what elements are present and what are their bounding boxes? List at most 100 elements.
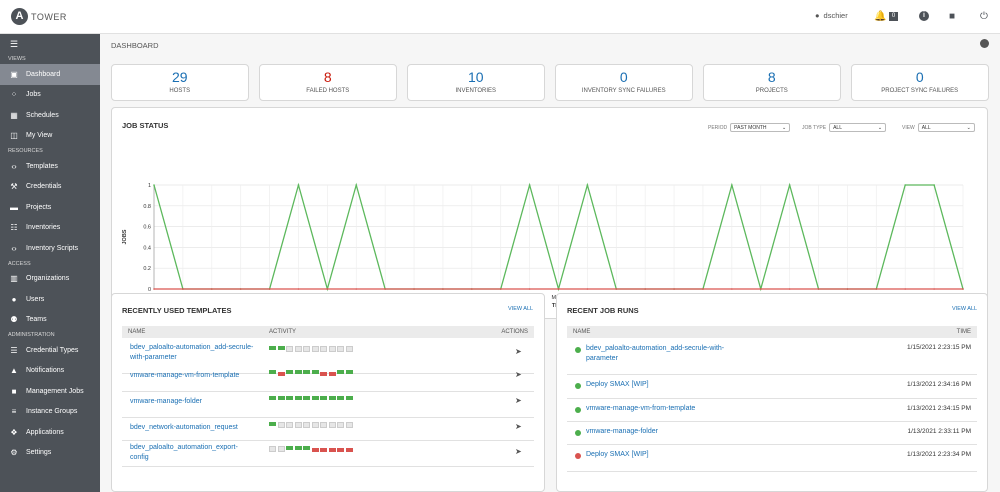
sidebar-item-projects[interactable]: ▬ Projects [0,197,100,218]
job-success-indicator[interactable] [303,370,310,374]
job-success-indicator[interactable] [286,446,293,450]
job-success-indicator[interactable] [277,396,285,400]
recent-jobs-panel: RECENT JOB RUNS VIEW ALL NAME TIME bdev_… [556,293,988,492]
launch-rocket-icon[interactable]: ➤ [515,447,522,456]
launch-rocket-icon[interactable]: ➤ [515,347,522,356]
template-name-link[interactable]: bdev_paloalto_automation_export-config [130,444,238,461]
sidebar-item-jobs[interactable]: ⁘ Jobs [0,85,100,106]
sidebar-item-inventory-scripts[interactable]: ‹› Inventory Scripts [0,238,100,259]
chevron-down-icon: ⌄ [966,124,971,131]
count-card-failed-hosts[interactable]: 8 FAILED HOSTS [259,64,397,101]
breadcrumb: DASHBOARD [111,41,159,50]
sidebar-item-applications[interactable]: ❖ Applications [0,422,100,443]
launch-rocket-icon[interactable]: ➤ [515,422,522,431]
job-success-indicator[interactable] [328,396,336,400]
job-success-indicator[interactable] [269,346,276,350]
sidebar-item-management-jobs[interactable]: ■ Management Jobs [0,381,100,402]
activity-bar [269,346,353,352]
sidebar-item-dashboard[interactable]: ▣ Dashboard [0,64,100,85]
username[interactable]: dschier [823,11,848,20]
sidebar-item-teams[interactable]: ⚉ Teams [0,310,100,331]
sidebar-item-organizations[interactable]: ▥ Organizations [0,269,100,290]
launch-rocket-icon[interactable]: ➤ [515,370,522,379]
sidebar-item-label: Instance Groups [26,408,78,416]
job-success-indicator[interactable] [269,396,276,400]
job-failed-indicator[interactable] [328,448,336,452]
job-success-indicator[interactable] [345,396,353,400]
notification-count-badge[interactable]: 0 [889,12,898,21]
view-select[interactable]: ALL ⌄ [917,123,975,132]
user-menu[interactable]: ● dschier [815,11,848,20]
count-card-project-sync-failures[interactable]: 0 PROJECT SYNC FAILURES [851,64,989,101]
job-success-indicator[interactable] [286,396,293,400]
job-success-indicator[interactable] [294,370,302,374]
job-success-indicator[interactable] [277,346,285,350]
job-type-select[interactable]: ALL ⌄ [829,123,887,132]
sidebar-item-credentials[interactable]: ⚒ Credentials [0,177,100,198]
view-select-value: ALL [921,124,931,131]
launch-rocket-icon[interactable]: ➤ [515,396,522,405]
sidebar-item-schedules[interactable]: ▦ Schedules [0,105,100,126]
job-failed-indicator[interactable] [337,448,344,452]
ansible-logo[interactable]: A [11,8,28,25]
count-card-projects[interactable]: 8 PROJECTS [703,64,841,101]
job-success-indicator[interactable] [303,396,310,400]
sidebar-item-users[interactable]: ● Users [0,289,100,310]
template-name-link[interactable]: vmware-manage-vm-from-template [130,372,240,379]
job-type-label: JOB TYPE [802,124,827,131]
period-select[interactable]: PAST MONTH ⌄ [730,123,791,132]
sidebar-item-inventories[interactable]: ☷ Inventories [0,218,100,239]
jobs-view-all-link[interactable]: VIEW ALL [952,306,978,312]
sidebar-item-my-view[interactable]: ◫ My View [0,126,100,147]
bell-icon[interactable]: 🔔 [874,11,887,22]
info-icon[interactable]: i [919,11,929,21]
job-success-indicator[interactable] [269,370,276,374]
sidebar-item-settings[interactable]: ⚙ Settings [0,443,100,464]
templates-view-all-link[interactable]: VIEW ALL [508,306,534,312]
job-success-indicator[interactable] [337,370,344,374]
job-name-link[interactable]: vmware-manage-folder [586,428,658,435]
job-success-indicator[interactable] [294,396,302,400]
job-failed-indicator[interactable] [320,448,327,452]
hamburger-menu-button[interactable]: ☰ [0,34,100,54]
job-name-link[interactable]: Deploy SMAX [WIP] [586,451,649,458]
job-failed-indicator[interactable] [328,372,336,376]
sidebar-item-instance-groups[interactable]: ≡ Instance Groups [0,402,100,423]
job-success-indicator[interactable] [320,396,327,400]
job-success-indicator[interactable] [269,422,276,426]
job-failed-indicator[interactable] [320,372,327,376]
templates-table-header: NAME ACTIVITY ACTIONS [122,326,534,338]
job-name-link[interactable]: bdev_paloalto-automation_add-secrule-wit… [586,345,725,362]
job-failed-indicator[interactable] [277,372,285,376]
template-name-link[interactable]: bdev_network-automation_request [130,424,238,431]
sidebar-item-notifications[interactable]: ▲ Notifications [0,361,100,382]
template-name-link[interactable]: bdev_paloalto-automation_add-secrule-wit… [130,344,254,361]
job-type-select-value: ALL [833,124,842,131]
activity-stream-icon[interactable] [980,39,989,48]
count-value: 10 [467,69,484,85]
job-success-indicator[interactable] [311,370,319,374]
job-success-indicator[interactable] [337,396,344,400]
data-point-failed [875,288,878,290]
job-success-indicator[interactable] [286,370,293,374]
job-failed-indicator[interactable] [345,448,353,452]
activity-bar [269,396,353,400]
sidebar-item-templates[interactable]: ‹› Templates [0,156,100,177]
sidebar-item-credential-types[interactable]: ☰ Credential Types [0,340,100,361]
jobs-table-header: NAME TIME [567,326,977,338]
job-name-link[interactable]: Deploy SMAX [WIP] [586,381,649,388]
job-success-indicator[interactable] [345,370,353,374]
job-name-link[interactable]: vmware-manage-vm-from-template [586,405,696,412]
job-success-indicator[interactable] [294,446,302,450]
power-icon[interactable]: ⏻ [980,11,988,22]
job-failed-indicator[interactable] [311,448,319,452]
template-name-link[interactable]: vmware-manage-folder [130,398,202,405]
count-card-inventories[interactable]: 10 INVENTORIES [407,64,545,101]
book-icon[interactable]: ■ [949,11,956,22]
job-success-indicator[interactable] [311,396,319,400]
count-card-inventory-sync-failures[interactable]: 0 INVENTORY SYNC FAILURES [555,64,693,101]
data-point-failed [413,288,415,290]
job-success-indicator[interactable] [303,446,310,450]
sidebar-item-label: Notifications [26,367,65,375]
count-card-hosts[interactable]: 29 HOSTS [111,64,249,101]
